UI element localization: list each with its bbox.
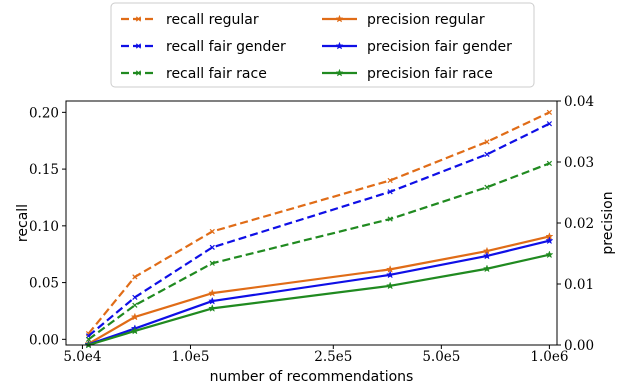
data-point xyxy=(130,312,139,321)
y-left-tick-label: 0.20 xyxy=(29,105,59,121)
data-point xyxy=(484,184,490,190)
series-precision-fair-gender xyxy=(84,236,554,348)
data-point xyxy=(132,294,138,300)
data-point xyxy=(335,41,344,50)
data-point xyxy=(484,151,490,157)
data-point xyxy=(135,43,142,49)
series-line xyxy=(88,253,550,347)
y-right-tick-label: 0.00 xyxy=(564,338,594,354)
data-point xyxy=(132,274,138,280)
series-line xyxy=(87,235,550,345)
data-point xyxy=(209,228,215,235)
y-left-tick-label: 0.15 xyxy=(29,162,59,178)
series-layer xyxy=(84,109,554,349)
data-point xyxy=(546,160,553,167)
data-point xyxy=(482,264,492,273)
x-tick-label: 5.0e4 xyxy=(63,349,101,365)
y-right-tick-label: 0.03 xyxy=(564,155,594,171)
y-right-tick-label: 0.01 xyxy=(564,277,594,293)
data-point xyxy=(484,139,490,145)
x-tick-label: 1.0e5 xyxy=(171,349,209,365)
y-left-tick-label: 0.05 xyxy=(29,276,59,292)
data-point xyxy=(387,216,393,222)
data-point xyxy=(130,326,139,335)
legend-item: recall fair gender xyxy=(121,39,286,55)
series-precision-fair-race xyxy=(84,250,554,349)
data-point xyxy=(132,302,138,308)
data-point xyxy=(335,14,344,23)
plot-frame xyxy=(65,100,558,346)
y-axis-left-title: recall xyxy=(15,204,31,242)
x-axis-title: number of recommendations xyxy=(210,369,414,385)
data-point xyxy=(386,281,395,290)
series-recall-fair-gender xyxy=(85,121,553,339)
data-point xyxy=(209,260,215,266)
x-tick-label: 2.5e5 xyxy=(314,349,352,365)
y-left-tick-label: 0.00 xyxy=(29,332,59,348)
data-point xyxy=(386,270,395,279)
y-right-tick-label: 0.02 xyxy=(564,216,594,232)
data-point xyxy=(85,336,92,342)
series-precision-regular xyxy=(84,232,554,348)
legend: recall regular recall fair gender recall f… xyxy=(110,2,535,88)
legend-label: precision fair gender xyxy=(367,39,512,55)
series-line xyxy=(87,111,550,335)
series-line xyxy=(88,239,550,346)
series-recall-fair-race xyxy=(85,160,553,342)
series-recall-regular xyxy=(85,109,553,337)
legend-item: precision regular xyxy=(322,12,485,28)
legend-label: recall fair gender xyxy=(166,39,286,55)
data-point xyxy=(135,16,142,22)
legend-item: recall fair race xyxy=(121,66,267,82)
y-axis-right-title: precision xyxy=(600,191,616,254)
legend-label: precision regular xyxy=(367,12,485,28)
data-point xyxy=(135,70,142,76)
legend-item: recall regular xyxy=(121,12,259,28)
legend-label: recall fair race xyxy=(166,66,267,82)
data-point xyxy=(335,68,344,77)
series-line xyxy=(87,122,550,337)
legend-item: precision fair gender xyxy=(322,39,512,55)
data-point xyxy=(208,288,217,297)
legend-label: recall regular xyxy=(166,12,259,28)
y-right-tick-label: 0.04 xyxy=(564,94,594,110)
data-point xyxy=(387,177,393,184)
data-point xyxy=(208,296,217,305)
data-point xyxy=(208,304,217,312)
data-point xyxy=(546,109,553,115)
legend-label: precision fair race xyxy=(367,66,493,82)
data-point xyxy=(546,121,553,127)
axis-ticks: 5.0e4 1.0e5 2.5e5 5.0e5 1.0e60.000.050.100.1… xyxy=(29,94,594,365)
legend-item: precision fair race xyxy=(322,66,493,82)
data-point xyxy=(387,189,393,195)
data-point xyxy=(545,236,554,245)
data-point xyxy=(545,250,554,259)
data-point xyxy=(209,244,215,251)
y-left-tick-label: 0.10 xyxy=(29,219,59,235)
x-tick-label: 5.0e5 xyxy=(422,349,460,365)
x-tick-label: 1.0e6 xyxy=(530,349,568,365)
data-point xyxy=(482,251,492,260)
